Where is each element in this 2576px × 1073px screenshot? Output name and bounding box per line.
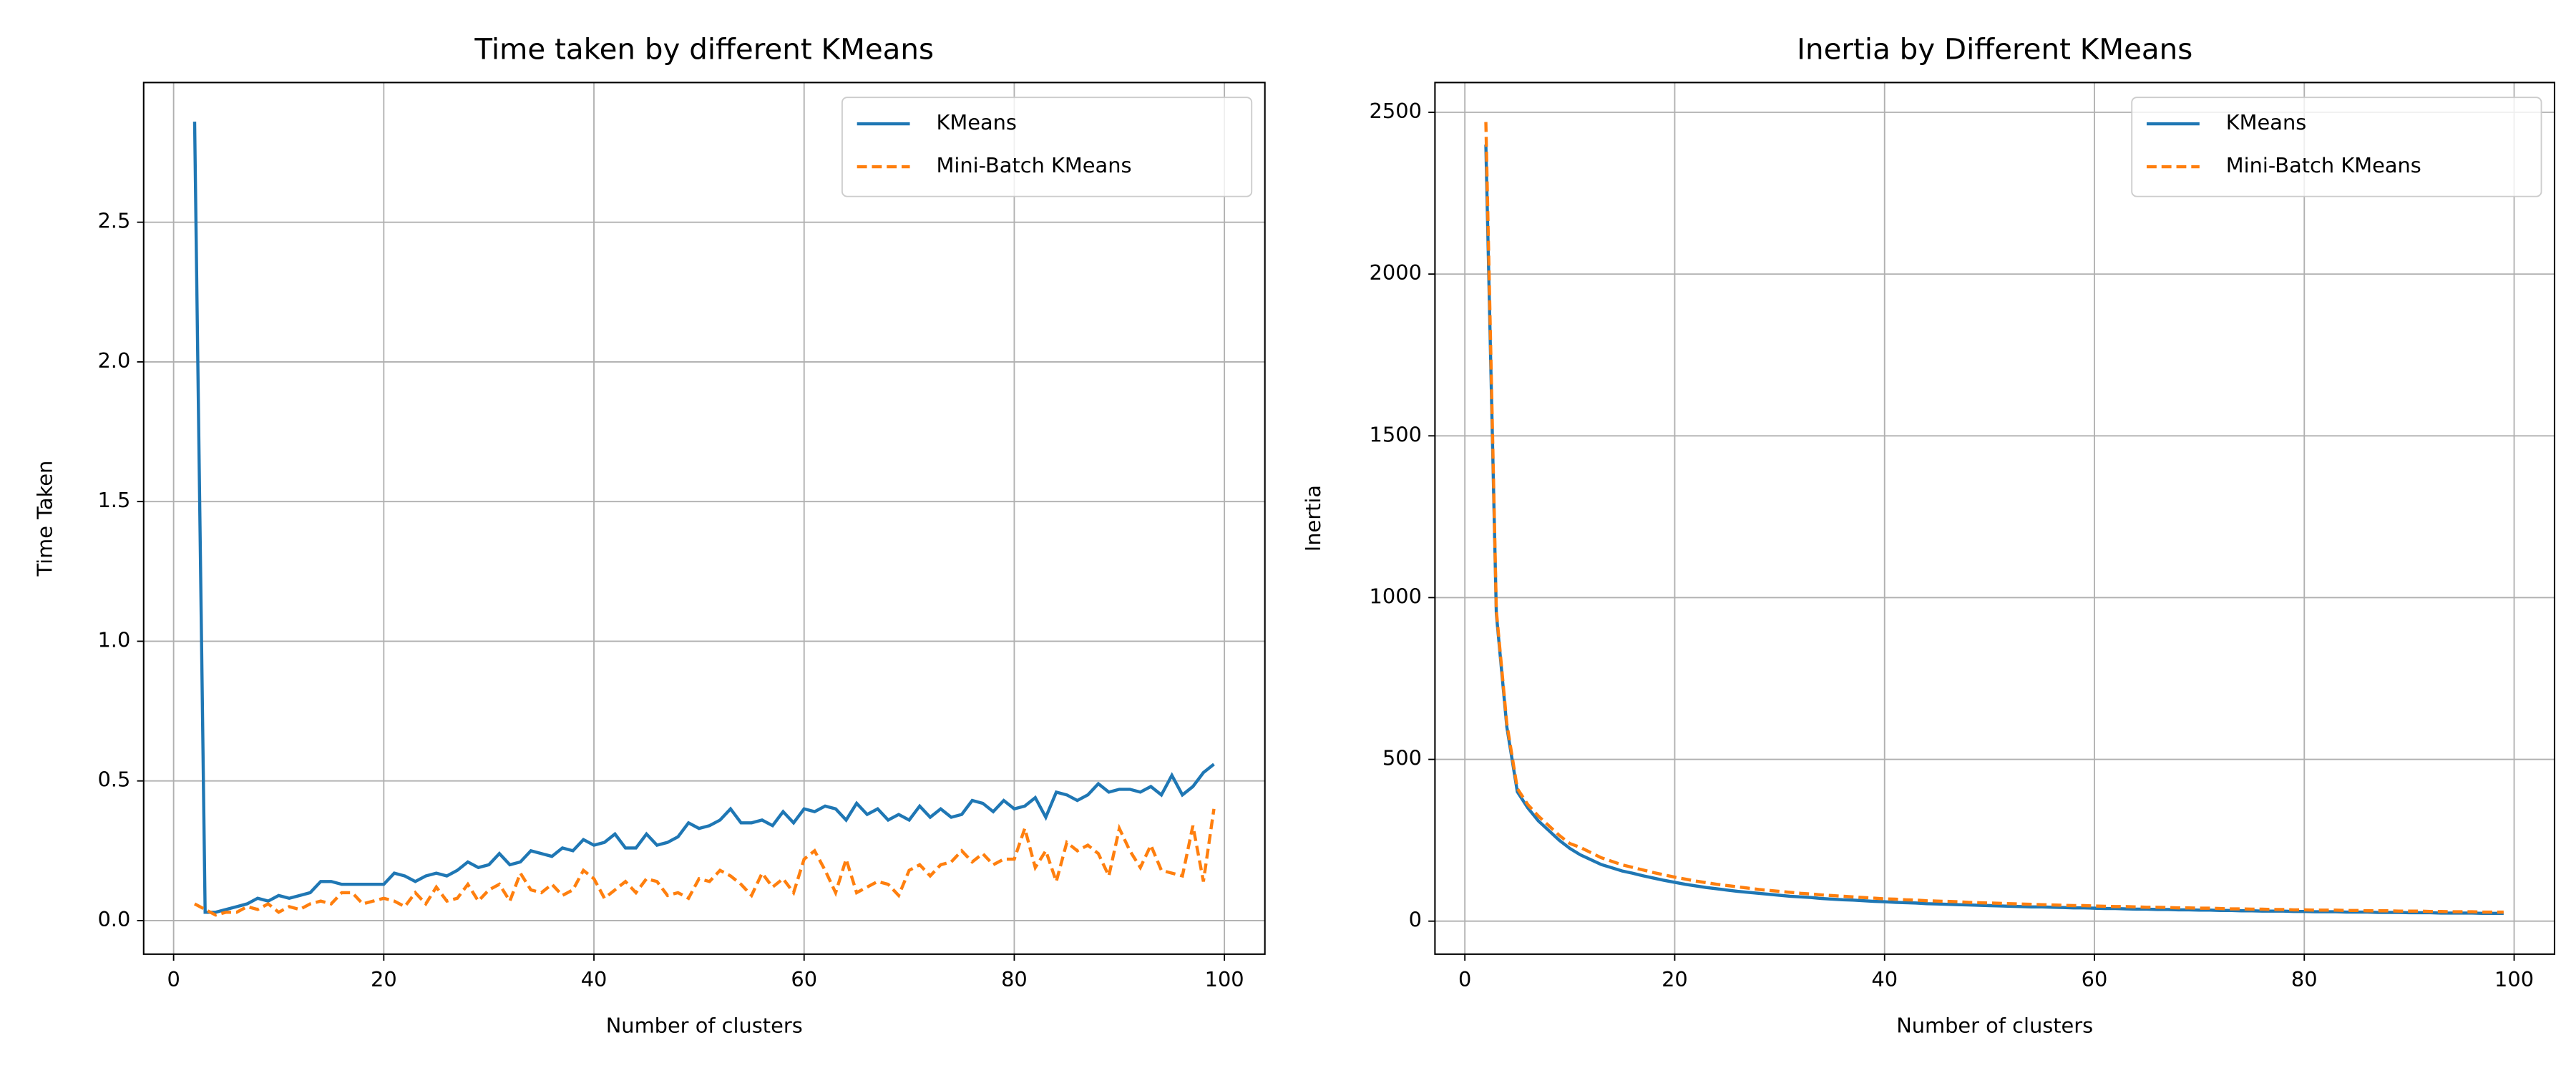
- y-axis-label: Time Taken: [33, 461, 57, 577]
- y-tick-label: 2.0: [97, 348, 130, 373]
- data-line: [193, 808, 1216, 917]
- x-tick-label: 40: [1871, 967, 1898, 991]
- y-tick-label: 500: [1382, 746, 1422, 770]
- data-line: [1484, 122, 2504, 914]
- y-tick-label: 2500: [1370, 99, 1422, 123]
- data-line: [1484, 144, 2504, 916]
- x-tick-label: 100: [1205, 967, 1244, 991]
- x-axis-label: Number of clusters: [1896, 1013, 2093, 1037]
- axes-frame: [142, 82, 1266, 955]
- x-tick-label: 20: [371, 967, 397, 991]
- legend-label: KMeans: [936, 110, 1016, 134]
- y-tick-label: 0.0: [97, 907, 130, 931]
- y-tick-label: 1000: [1370, 584, 1422, 608]
- y-tick-label: 2000: [1370, 260, 1422, 285]
- y-tick-label: 2.5: [97, 209, 130, 233]
- x-tick-label: 20: [1662, 967, 1688, 991]
- x-tick-label: 80: [2291, 967, 2318, 991]
- x-tick-label: 60: [791, 967, 817, 991]
- x-axis-label: Number of clusters: [606, 1013, 803, 1037]
- y-tick-label: 1.0: [97, 627, 130, 652]
- legend-label: KMeans: [2226, 110, 2306, 134]
- x-tick-label: 60: [2082, 967, 2108, 991]
- y-axis-label: Inertia: [1301, 485, 1325, 552]
- y-tick-label: 0: [1409, 908, 1422, 932]
- legend-box: [2131, 97, 2542, 197]
- legend-label: Mini-Batch KMeans: [2226, 153, 2421, 177]
- y-tick-label: 1.5: [97, 488, 130, 512]
- chart-title: Time taken by different KMeans: [474, 33, 934, 67]
- x-tick-label: 100: [2494, 967, 2534, 991]
- x-tick-label: 0: [1458, 967, 1471, 991]
- chart-title: Inertia by Different KMeans: [1797, 33, 2192, 67]
- x-tick-label: 0: [167, 967, 180, 991]
- data-line: [192, 122, 1215, 914]
- axes-frame: [1434, 82, 2556, 955]
- y-tick-label: 1500: [1370, 422, 1422, 446]
- x-tick-label: 40: [581, 967, 608, 991]
- legend-box: [841, 97, 1253, 197]
- y-tick-label: 0.5: [97, 768, 130, 792]
- x-tick-label: 80: [1001, 967, 1028, 991]
- legend-label: Mini-Batch KMeans: [936, 153, 1131, 177]
